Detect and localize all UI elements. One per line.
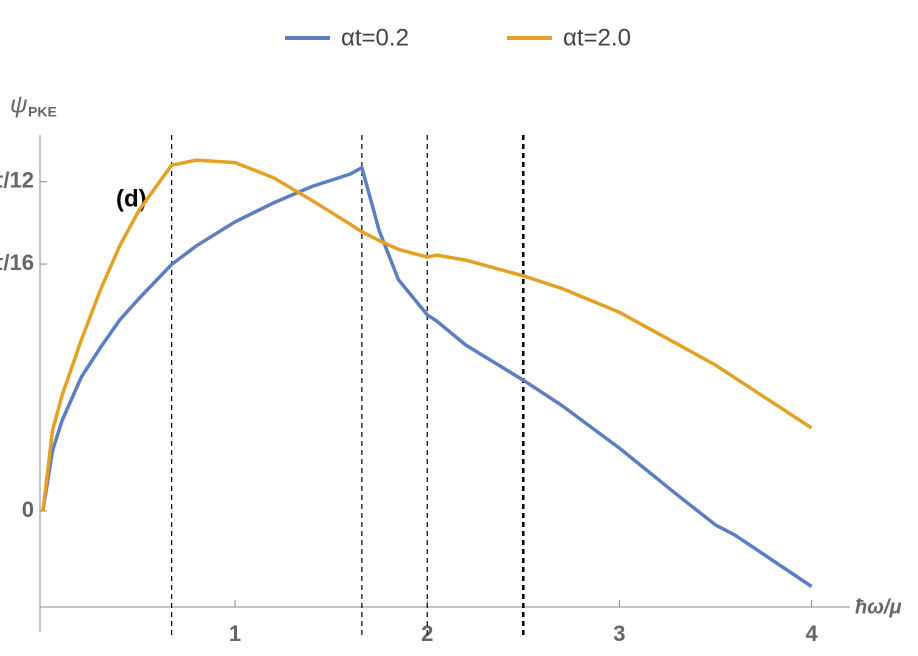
y-label: ψ (10, 91, 27, 118)
y-tick-label: 0 (22, 497, 34, 522)
x-tick-label: 3 (613, 621, 625, 646)
series-line (41, 158, 813, 512)
series-line (41, 165, 813, 588)
x-tick-label: 1 (229, 621, 241, 646)
legend-label: αt=2.0 (563, 24, 631, 51)
legend-label: αt=0.2 (341, 24, 409, 51)
x-tick-label: 4 (805, 621, 818, 646)
y-tick-label: π/16 (0, 250, 34, 275)
x-label: ħω/μ (855, 596, 902, 618)
y-label-sub: PKE (28, 104, 57, 120)
y-tick-label: π/12 (0, 168, 34, 193)
